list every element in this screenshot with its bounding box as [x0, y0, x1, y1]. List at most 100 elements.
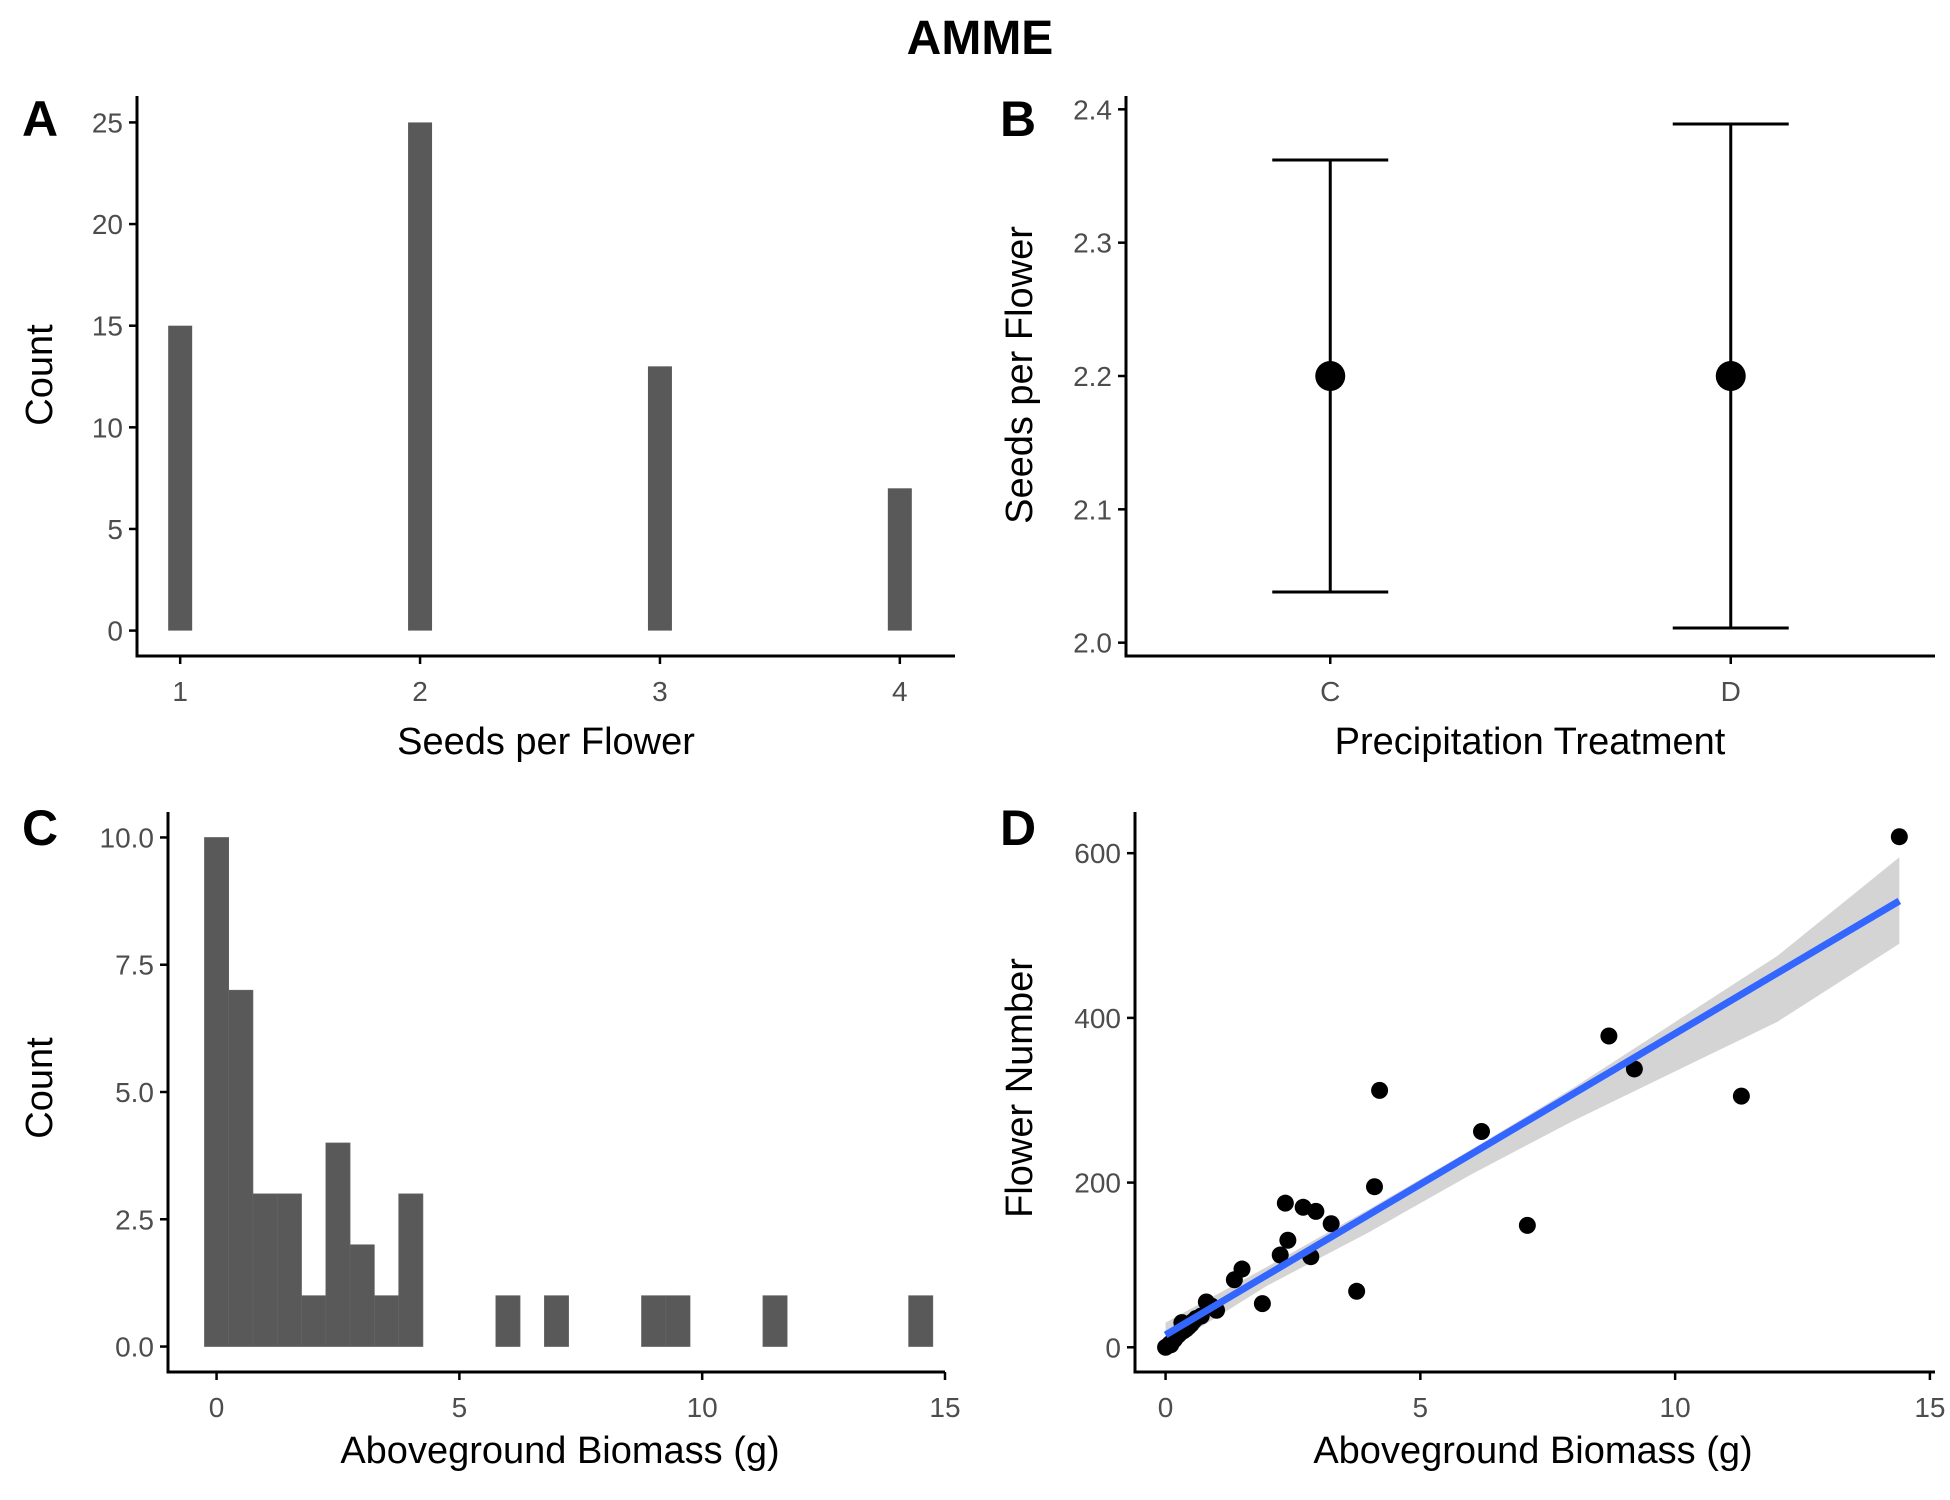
panel-c-ticks: 0.0 2.5 5.0 7.5 10.0 0 5 10 15 — [100, 812, 961, 1423]
panel-c-y-tick-label: 7.5 — [115, 950, 154, 981]
panel-d-point — [1600, 1027, 1618, 1045]
panel-d-point — [1890, 828, 1908, 846]
panel-a-bar — [647, 366, 672, 631]
panel-d-fit-line — [1163, 897, 1902, 1338]
panel-a-y-tick-label: 0 — [107, 616, 123, 647]
panel-b-x-tick-label: D — [1721, 676, 1741, 707]
panel-d-point — [1732, 1087, 1750, 1105]
panel-c-bar — [301, 1295, 327, 1347]
panel-c-bar — [374, 1295, 399, 1347]
panel-d-point — [1371, 1081, 1389, 1099]
panel-b-mean-point — [1315, 361, 1346, 391]
panel-b-errorbar: B 2.0 2.1 2.2 2.3 2.4 C D Precipitation Treatm… — [999, 91, 1935, 763]
panel-d-y-tick-label: 400 — [1074, 1003, 1121, 1034]
panel-c-bar — [495, 1295, 521, 1347]
panel-a-y-tick-label: 25 — [92, 107, 123, 138]
panel-d-point — [1625, 1060, 1643, 1078]
panel-c-y-tick-label: 2.5 — [115, 1204, 154, 1235]
panel-a-x-axis-title: Seeds per Flower — [397, 721, 695, 763]
panel-b-x-axis-title: Precipitation Treatment — [1335, 721, 1726, 763]
panel-a-y-tick-label: 5 — [107, 514, 123, 545]
panel-b-y-tick-label: 2.3 — [1073, 228, 1112, 259]
panel-b-axis-lines — [1124, 96, 1935, 658]
panel-c-x-tick-label: 15 — [929, 1392, 960, 1423]
panel-c-x-tick-label: 10 — [687, 1392, 718, 1423]
panel-c-y-tick-label: 5.0 — [115, 1077, 154, 1108]
panel-d-point — [1518, 1216, 1536, 1234]
panel-d-point — [1253, 1295, 1271, 1313]
panel-a-bar — [168, 325, 193, 631]
panel-c-x-axis-title: Aboveground Biomass (g) — [340, 1430, 779, 1472]
panel-a-histogram: A 0 5 10 15 20 25 1 2 3 4 Seeds per Flower Count — [19, 91, 955, 763]
panel-c-y-tick-label: 0.0 — [115, 1332, 154, 1363]
panel-b-y-tick-label: 2.4 — [1073, 94, 1112, 125]
panel-d-x-axis-title: Aboveground Biomass (g) — [1313, 1430, 1752, 1472]
panel-d-point — [1322, 1215, 1340, 1233]
panel-d-marks — [1157, 828, 1908, 1356]
panel-c-bar — [349, 1244, 375, 1347]
panel-c-y-axis-title: Count — [19, 1037, 61, 1139]
panel-c-bar — [204, 837, 230, 1347]
panel-d-y-tick-label: 200 — [1074, 1168, 1121, 1199]
panel-a-y-tick-label: 10 — [92, 412, 123, 443]
panel-c-bar — [228, 989, 254, 1347]
panel-c-axis-lines — [166, 812, 945, 1374]
panel-c-bar — [276, 1193, 302, 1347]
panel-a-tag: A — [22, 91, 58, 147]
panel-a-x-tick-label: 4 — [892, 676, 908, 707]
panel-d-y-tick-label: 600 — [1074, 838, 1121, 869]
panel-a-x-tick-label: 2 — [412, 676, 428, 707]
panel-b-marks — [1272, 122, 1789, 630]
panel-b-y-tick-label: 2.1 — [1073, 494, 1112, 525]
panel-c-bar — [762, 1295, 788, 1347]
panel-d-x-tick-label: 5 — [1413, 1392, 1429, 1423]
panel-d-y-axis-title: Flower Number — [999, 958, 1041, 1218]
panel-c-y-tick-label: 10.0 — [100, 822, 155, 853]
panel-d-confidence-band — [1165, 857, 1900, 1349]
panel-d-ticks: 0 200 400 600 0 5 10 15 — [1074, 812, 1945, 1423]
panel-c-bar — [641, 1295, 667, 1347]
figure-title: AMME — [907, 12, 1054, 65]
panel-b-x-tick-label: C — [1320, 676, 1340, 707]
panel-c-bar — [398, 1193, 424, 1347]
panel-a-y-tick-label: 15 — [92, 311, 123, 342]
panel-c-histogram: C 0.0 2.5 5.0 7.5 10.0 0 5 10 15 Aboveground Bio… — [19, 800, 961, 1472]
panel-c-x-tick-label: 5 — [452, 1392, 468, 1423]
panel-c-bar — [325, 1142, 351, 1347]
panel-c-tag: C — [22, 800, 58, 856]
panel-d-point — [1271, 1246, 1289, 1264]
panel-c-bar — [665, 1295, 691, 1347]
panel-a-bars — [168, 122, 912, 631]
panel-d-point — [1472, 1123, 1490, 1141]
panel-d-point — [1307, 1202, 1325, 1220]
panel-d-scatter: D 0 200 400 600 0 5 10 15 Aboveground Biomass (… — [999, 800, 1945, 1472]
panel-b-y-axis-title: Seeds per Flower — [999, 226, 1041, 524]
panel-d-x-tick-label: 0 — [1158, 1392, 1174, 1423]
panel-b-ticks: 2.0 2.1 2.2 2.3 2.4 C D — [1073, 94, 1935, 707]
panel-a-y-tick-label: 20 — [92, 209, 123, 240]
panel-d-y-tick-label: 0 — [1105, 1332, 1121, 1363]
panel-a-x-tick-label: 1 — [172, 676, 188, 707]
panel-a-ticks: 0 5 10 15 20 25 1 2 3 4 — [92, 96, 955, 707]
panel-a-bar — [408, 122, 433, 631]
panel-c-bar — [908, 1295, 934, 1347]
panel-b-y-tick-label: 2.0 — [1073, 628, 1112, 659]
panel-a-axis-lines — [135, 96, 955, 658]
panel-c-bars — [204, 837, 934, 1347]
panel-b-tag: B — [1000, 91, 1036, 147]
panel-a-y-axis-title: Count — [19, 324, 61, 426]
panel-d-x-tick-label: 10 — [1660, 1392, 1691, 1423]
panel-a-x-tick-label: 3 — [652, 676, 668, 707]
panel-b-mean-point — [1715, 361, 1746, 391]
panel-d-point — [1276, 1194, 1294, 1212]
panel-c-bar — [544, 1295, 569, 1347]
panel-c-x-tick-label: 0 — [209, 1392, 225, 1423]
panel-d-point — [1348, 1282, 1366, 1300]
panel-d-x-tick-label: 15 — [1914, 1392, 1945, 1423]
panel-d-axis-lines — [1133, 812, 1935, 1374]
panel-d-point — [1233, 1260, 1251, 1278]
panel-d-point — [1279, 1231, 1297, 1249]
panel-c-bar — [252, 1193, 278, 1347]
panel-d-tag: D — [1000, 800, 1036, 856]
